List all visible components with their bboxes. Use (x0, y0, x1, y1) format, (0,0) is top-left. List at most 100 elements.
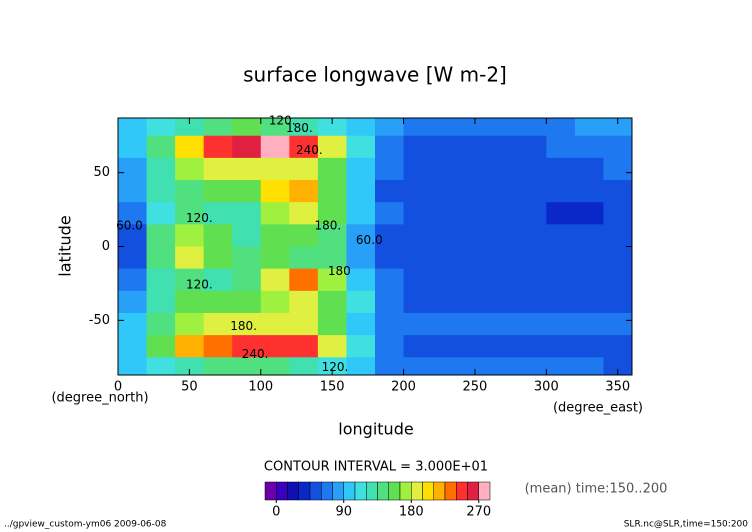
field-cell (175, 224, 205, 247)
field-cell (146, 224, 176, 247)
field-cell (546, 157, 576, 181)
colorbar-tick-label: 0 (272, 505, 280, 520)
field-cell (260, 357, 290, 375)
field-cell (346, 118, 376, 137)
field-cell (146, 157, 176, 181)
field-cell (489, 180, 519, 203)
field-cell (118, 135, 148, 159)
field-cell (603, 357, 632, 375)
field-cell (317, 180, 347, 203)
field-cell (146, 290, 176, 314)
field-cell (260, 312, 290, 336)
field-cell (289, 157, 319, 181)
field-cell (603, 202, 632, 225)
field (118, 118, 632, 375)
field-cell (118, 335, 148, 358)
field-cell (317, 290, 347, 314)
field-cell (460, 290, 490, 314)
field-cell (203, 135, 233, 159)
field-cell (460, 202, 490, 225)
field-cell (489, 290, 519, 314)
field-cell (260, 118, 290, 137)
field-cell (546, 268, 576, 292)
field-cell (317, 135, 347, 159)
field-cell (603, 335, 632, 358)
field-cell (346, 180, 376, 203)
field-cell (403, 224, 433, 247)
field-cell (289, 290, 319, 314)
field-cell (517, 135, 547, 159)
field-cell (232, 357, 262, 375)
field-cell (574, 202, 604, 225)
field-cell (574, 118, 604, 137)
field-cell (289, 118, 319, 137)
field-cell (260, 268, 290, 292)
field-cell (317, 224, 347, 247)
field-cell (403, 268, 433, 292)
field-cell (603, 290, 632, 314)
field-cell (146, 180, 176, 203)
field-cell (175, 357, 205, 375)
field-cell (574, 290, 604, 314)
contour-label: 120. (269, 113, 296, 127)
contour-label: 60.0 (356, 233, 383, 247)
field-cell (460, 268, 490, 292)
contour-note: CONTOUR INTERVAL = 3.000E+01 (264, 460, 488, 475)
footer-left: ../gpview_custom-ym06 2009-06-08 (4, 520, 167, 530)
colorbar-swatch (388, 481, 401, 501)
field-cell (489, 224, 519, 247)
colorbar-swatch (433, 481, 446, 501)
contour-label: 240. (242, 347, 269, 361)
field-cell (232, 157, 262, 181)
field-cell (232, 268, 262, 292)
field-cell (260, 202, 290, 225)
field-cell (146, 335, 176, 358)
field-cell (546, 180, 576, 203)
field-cell (574, 224, 604, 247)
field-cell (603, 135, 632, 159)
field-cell (574, 180, 604, 203)
field-cell (375, 246, 405, 270)
field-cell (403, 357, 433, 375)
field-cell (203, 290, 233, 314)
field-cell (489, 335, 519, 358)
field-cell (375, 357, 405, 375)
field-cell (175, 157, 205, 181)
field-cell (175, 118, 205, 137)
field-cell (118, 224, 148, 247)
field-cell (375, 202, 405, 225)
field-cell (432, 312, 462, 336)
field-cell (118, 157, 148, 181)
field-cell (375, 268, 405, 292)
field-cell (232, 312, 262, 336)
field-cell (146, 268, 176, 292)
colorbar-swatch (332, 481, 344, 501)
colorbar-swatch (366, 481, 378, 501)
field-cell (232, 135, 262, 159)
field-cell (346, 202, 376, 225)
colorbar-tick-label: 90 (335, 505, 352, 520)
field-cell (346, 312, 376, 336)
field-cell (118, 290, 148, 314)
field-cell (403, 335, 433, 358)
field-cell (118, 312, 148, 336)
colorbar-tick-label: 180 (399, 505, 424, 520)
field-cell (574, 246, 604, 270)
field-cell (175, 202, 205, 225)
contour-label: 180 (328, 264, 351, 278)
chart-title: surface longwave [W m-2] (243, 63, 507, 87)
field-cell (317, 118, 347, 137)
colorbar-swatch (444, 481, 457, 501)
field-cell (118, 246, 148, 270)
contour-label: 120. (186, 277, 213, 291)
field-cell (232, 246, 262, 270)
field-cell (289, 357, 319, 375)
colorbar-swatch (287, 481, 299, 501)
field-cell (317, 335, 347, 358)
field-cell (517, 335, 547, 358)
x-tick-label: 100 (248, 380, 273, 395)
field-cell (517, 290, 547, 314)
field-cell (289, 135, 319, 159)
field-cell (175, 312, 205, 336)
